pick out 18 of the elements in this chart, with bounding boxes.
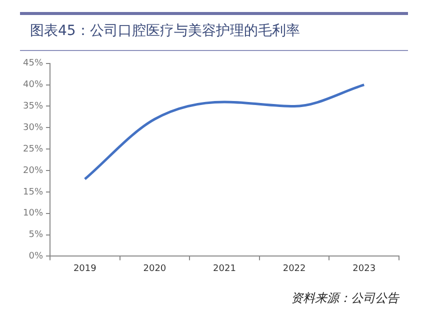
y-tick-label: 5% <box>28 230 44 240</box>
x-tick-label: 2020 <box>143 264 166 274</box>
y-tick-label: 35% <box>22 102 44 112</box>
x-tick-label: 2022 <box>282 264 306 274</box>
y-tick-label: 10% <box>22 208 44 219</box>
line-series <box>84 84 366 180</box>
x-tick-label: 2021 <box>213 264 236 274</box>
text: 资料来源：公司公告 <box>291 290 399 307</box>
y-tick-label: 15% <box>22 187 44 198</box>
y-tick-label: 20% <box>22 166 44 176</box>
y-tick-label: 25% <box>22 144 44 154</box>
x-tick-label: 2019 <box>73 264 97 274</box>
chart-title: 图表45：公司口腔医疗与美容护理的毛利率 <box>30 22 300 40</box>
y-tick-label: 0% <box>28 252 44 262</box>
y-tick-label: 30% <box>22 123 44 134</box>
y-tick-label: 40% <box>22 80 44 90</box>
x-tick-label: 2023 <box>352 264 376 274</box>
y-tick-label: 45% <box>22 58 44 69</box>
